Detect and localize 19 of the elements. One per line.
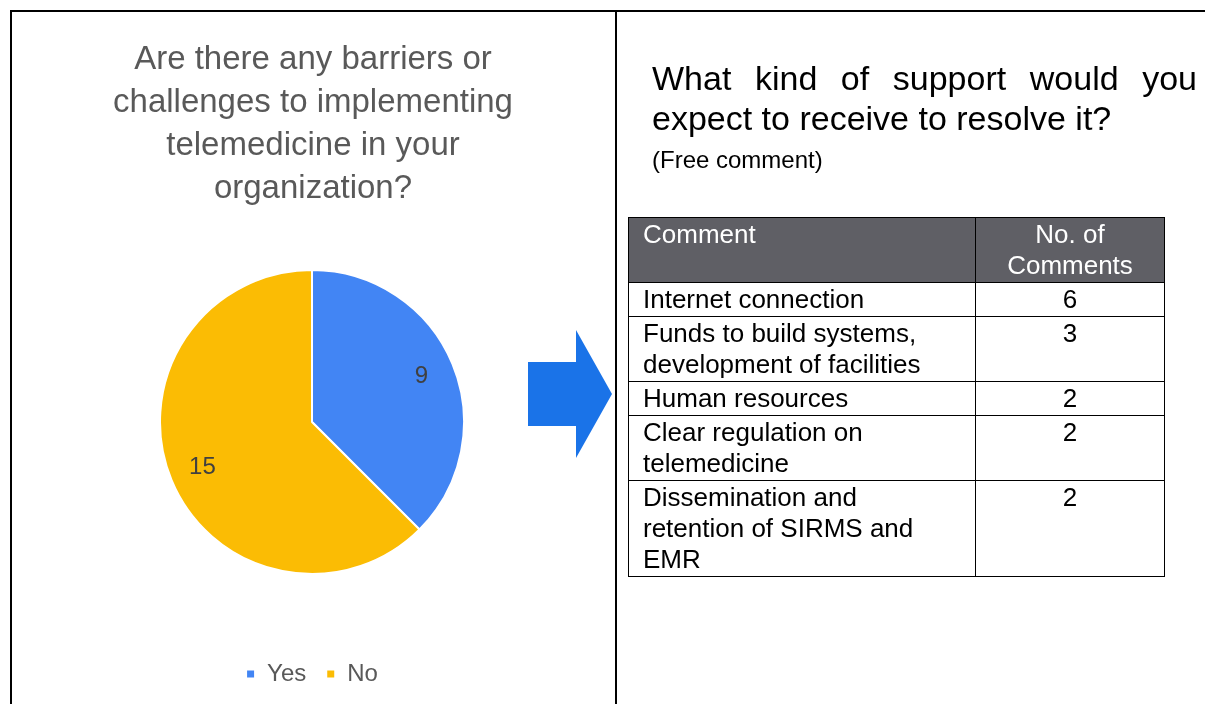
text: No. of Comments <box>975 217 1165 283</box>
data-label: 2 <box>975 480 1165 577</box>
category-label: Clear regulation on telemedicine <box>628 415 976 481</box>
data-label: 6 <box>975 282 1165 317</box>
text: (Free comment) <box>652 146 823 174</box>
text: What kind of support would you expect to receive to resolve it? <box>652 58 1197 138</box>
category-label: Internet connection <box>628 282 976 317</box>
data-label: 15 <box>189 452 216 479</box>
category-label: Dissemination and retention of SIRMS and EMR <box>628 480 976 577</box>
legend-label: No <box>347 658 378 686</box>
data-label: 9 <box>414 361 429 389</box>
category-label: Funds to build systems, development of facilities <box>628 316 976 382</box>
chart-title: Are there any barriers or challenges to implementing telemedicine in your organization? <box>112 38 514 207</box>
data-label: 2 <box>975 415 1165 481</box>
data-label: 3 <box>975 316 1165 382</box>
data-label: 2 <box>975 381 1165 416</box>
category-label: Human resources <box>628 381 976 416</box>
text: Comment <box>628 217 976 283</box>
legend-label: Yes <box>267 658 307 686</box>
